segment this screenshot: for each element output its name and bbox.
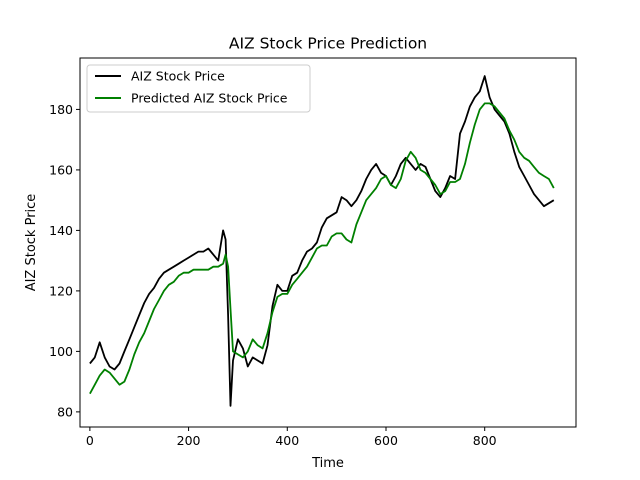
legend-label-actual: AIZ Stock Price: [131, 69, 225, 84]
y-tick-label: 180: [49, 102, 73, 117]
x-tick-label: 400: [275, 433, 299, 448]
y-axis-label: AIZ Stock Price: [24, 194, 39, 292]
legend: AIZ Stock Price Predicted AIZ Stock Pric…: [86, 64, 311, 113]
x-axis-label: Time: [311, 456, 344, 471]
x-tick-label: 600: [374, 433, 398, 448]
legend-box: [86, 64, 311, 113]
plot-frame: [79, 57, 577, 428]
series-layer: [89, 75, 555, 407]
y-tick-label: 80: [57, 404, 73, 419]
x-tick-label: 0: [86, 433, 94, 448]
y-tick-label: 100: [49, 344, 73, 359]
series-line-predicted: [89, 102, 555, 395]
x-tick-label: 800: [473, 433, 497, 448]
y-tick-label: 140: [49, 223, 73, 238]
y-axis-ticks: 80 100 120 140 160 180: [49, 102, 80, 419]
chart-title: AIZ Stock Price Prediction: [229, 35, 427, 53]
legend-label-predicted: Predicted AIZ Stock Price: [131, 91, 288, 106]
series-line-actual: [89, 75, 555, 407]
y-tick-label: 120: [49, 283, 73, 298]
y-tick-label: 160: [49, 162, 73, 177]
x-tick-label: 200: [177, 433, 201, 448]
x-axis-ticks: 0 200 400 600 800: [86, 427, 497, 448]
